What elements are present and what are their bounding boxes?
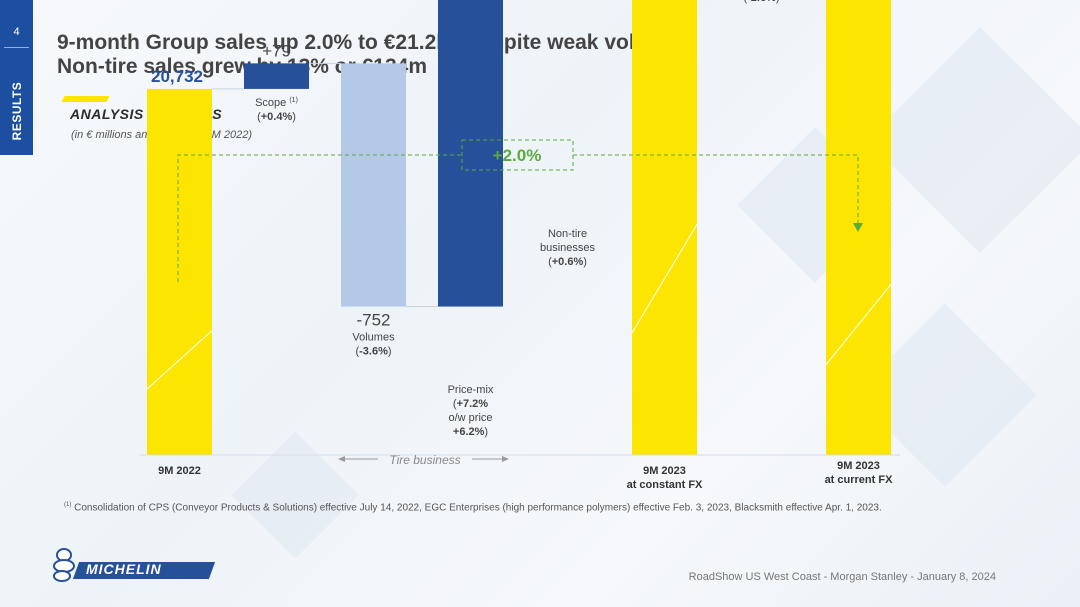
growth-arrowhead	[853, 223, 863, 232]
bar-desc-line: Price-mix	[448, 384, 494, 396]
desc-text: businesses	[540, 242, 596, 254]
bar-desc-line: (+7.2%	[453, 398, 488, 410]
bar-scope	[244, 63, 309, 89]
category-label-currentfx: 9M 2023	[837, 460, 880, 472]
desc-text: (	[453, 398, 457, 410]
growth-box	[461, 139, 574, 171]
bar-volumes	[341, 63, 406, 307]
category-label-currentfx: at current FX	[825, 474, 894, 486]
bar-start	[147, 88, 212, 456]
bar-desc-line: (+0.6%)	[548, 256, 587, 268]
page-title: 9-month Group sales up 2.0% to €21.2bn d…	[57, 31, 690, 79]
desc-bold: -2.6%	[747, 0, 776, 4]
bar-desc-line: +6.2%)	[453, 426, 488, 438]
category-label-constfx: at constant FX	[627, 479, 703, 491]
title-line-2: Non-tire sales grew by 13% or €134m	[57, 55, 427, 78]
bar-desc-line: Scope (1)	[255, 97, 298, 109]
category-label-constfx: 9M 2023	[643, 465, 686, 477]
desc-bold: +7.2%	[457, 398, 489, 410]
bar-desc-line: Non-tire	[548, 228, 587, 240]
bar-desc-line: o/w price	[448, 412, 492, 424]
desc-text: Non-tire	[548, 228, 587, 240]
bibendum-icon	[53, 548, 75, 582]
footer-text: RoadShow US West Coast - Morgan Stanley …	[688, 571, 996, 583]
desc-text: )	[776, 0, 780, 4]
desc-text: (	[548, 256, 552, 268]
growth-label: +2.0%	[493, 146, 542, 165]
bar-stripe	[631, 224, 698, 334]
logo-text: MICHELIN	[86, 561, 162, 577]
desc-text: (	[257, 111, 261, 123]
bar-desc-line: (-2.6%)	[743, 0, 779, 4]
desc-text: Scope	[255, 97, 289, 109]
desc-bold: +0.6%	[552, 256, 584, 268]
bar-desc-line: businesses	[540, 242, 596, 254]
sidebar: 4 RESULTS	[0, 0, 33, 155]
desc-text: Price-mix	[448, 384, 494, 396]
desc-bold: +0.4%	[261, 111, 293, 123]
value-label-start: 20,732	[151, 67, 203, 86]
bar-pricemix	[438, 0, 503, 307]
desc-text: )	[484, 426, 488, 438]
category-label-start: 9M 2022	[158, 465, 201, 477]
bracket-arrowhead-right	[502, 456, 509, 462]
desc-bold: -3.6%	[359, 346, 388, 358]
footnote-marker: (1)	[64, 502, 72, 508]
tire-business-label: Tire business	[389, 453, 460, 467]
desc-text: Volumes	[352, 332, 395, 344]
bar-stripe	[146, 330, 213, 390]
growth-dashed-line	[177, 154, 859, 282]
desc-text: )	[583, 256, 587, 268]
desc-text: (	[355, 346, 359, 358]
bar-constfx	[632, 0, 697, 455]
footnote: (1) Consolidation of CPS (Conveyor Produ…	[64, 502, 882, 513]
value-label-scope: +79	[262, 41, 291, 60]
desc-text: (	[743, 0, 747, 4]
bar-desc-line: (-3.6%)	[355, 346, 391, 358]
michelin-logo: MICHELIN	[42, 547, 217, 587]
bar-desc-line: (+0.4%)	[257, 111, 296, 123]
bar-stripe	[825, 284, 892, 365]
desc-bold: +6.2%	[453, 426, 485, 438]
title-line-1: 9-month Group sales up 2.0% to €21.2bn d…	[57, 31, 690, 54]
desc-text: )	[292, 111, 296, 123]
footnote-text: Consolidation of CPS (Conveyor Products …	[71, 502, 882, 514]
value-label-volumes: -752	[356, 311, 390, 330]
bracket-arrowhead-left	[338, 456, 345, 462]
desc-text: )	[388, 346, 392, 358]
desc-sup: (1)	[289, 97, 298, 104]
desc-text: o/w price	[448, 412, 492, 424]
bar-desc-line: Volumes	[352, 332, 395, 344]
sidebar-divider	[4, 47, 29, 48]
page-number: 4	[13, 26, 20, 38]
